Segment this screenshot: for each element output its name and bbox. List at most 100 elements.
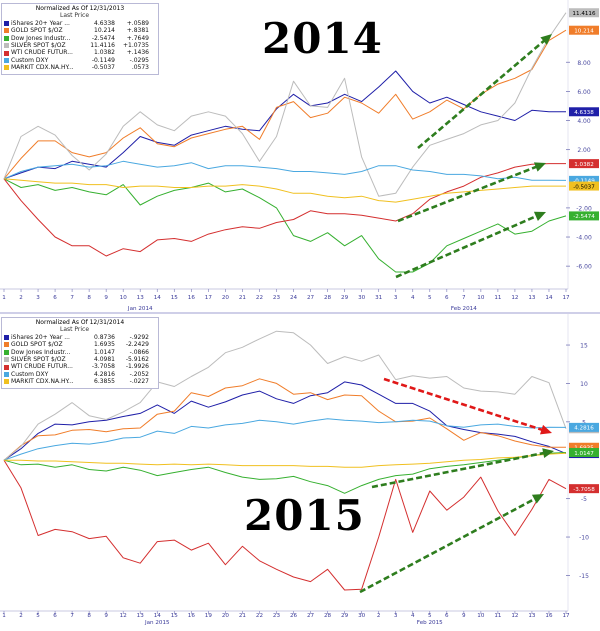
end-value-text: 1.0147 — [574, 451, 594, 457]
legend-last-price: 6.3855 — [94, 378, 115, 386]
legend-series-name: SILVER SPOT $/OZ — [11, 42, 66, 50]
x-tick-label: 20 — [222, 613, 230, 619]
end-value-box — [569, 181, 599, 191]
x-month-label: Jan 2015 — [144, 620, 170, 626]
x-tick-label: 14 — [154, 295, 162, 301]
x-tick-label: 27 — [307, 613, 315, 619]
trend-arrow-head — [533, 162, 546, 172]
legend-last-price: 4.6338 — [94, 19, 115, 27]
end-value-box — [569, 422, 599, 432]
legend-change: +.1436 — [126, 49, 149, 57]
x-tick-label: 5 — [36, 613, 40, 619]
series-line — [3, 12, 567, 197]
legend-series-name: WTI CRUDE FUTUR... — [11, 49, 73, 57]
series-line — [3, 418, 567, 461]
end-value-badge: 1.0147 — [569, 447, 599, 457]
x-tick-label: 21 — [239, 295, 247, 301]
x-tick-label: 7 — [70, 295, 74, 301]
green-trend-arrow — [359, 494, 544, 594]
legend-swatch — [4, 349, 9, 355]
end-value-text: 4.6338 — [574, 110, 594, 116]
legend-change: +.8381 — [126, 27, 149, 35]
legend-subtitle: Last Price — [60, 12, 90, 20]
x-tick-label: 29 — [341, 613, 349, 619]
x-tick-label: 8 — [87, 613, 91, 619]
x-tick-label: 13 — [137, 613, 145, 619]
x-tick-label: 13 — [528, 613, 536, 619]
x-tick-label: 10 — [477, 613, 485, 619]
trend-arrow-head — [531, 494, 544, 504]
series-line — [4, 452, 567, 468]
end-value-badge: -2.5474 — [569, 211, 599, 221]
legend-last-price: -2.5474 — [91, 34, 115, 42]
end-value-text: 10.214 — [574, 29, 594, 35]
x-month-label: Feb 2014 — [451, 306, 477, 312]
legend-series-name: Dow Jones Industr... — [11, 34, 71, 42]
series-line — [3, 452, 567, 494]
end-value-text: -2.5474 — [573, 214, 595, 220]
x-tick-label: 6 — [445, 295, 449, 301]
series-line — [3, 330, 567, 461]
legend-row: SILVER SPOT $/OZ 11.4116 +1.0735 — [4, 42, 156, 49]
x-tick-label: 6 — [53, 613, 57, 619]
legend-swatch — [4, 21, 9, 27]
legend-last-price: 0.8736 — [94, 333, 115, 341]
x-tick-label: 22 — [256, 613, 263, 619]
x-tick-label: 2 — [19, 295, 23, 301]
series-line — [3, 178, 567, 273]
legend-swatch — [4, 372, 9, 378]
y-tick-label: 2.00 — [577, 147, 591, 154]
legend-series-name: Dow Jones Industr... — [11, 348, 71, 356]
legend-change: .0573 — [131, 64, 149, 72]
series-line — [3, 178, 566, 203]
x-tick-label: 28 — [324, 295, 332, 301]
x-tick-label: 30 — [358, 613, 366, 619]
legend-row: SILVER SPOT $/OZ 4.0981 -5.9162 — [4, 356, 156, 363]
x-tick-label: 24 — [290, 295, 298, 301]
legend-series-name: iShares 20+ Year ... — [11, 19, 70, 27]
x-tick-label: 3 — [394, 613, 398, 619]
x-tick-label: 10 — [477, 295, 485, 301]
y-tick-label: 15 — [580, 343, 588, 350]
end-value-box — [569, 442, 599, 452]
legend-swatch — [4, 43, 9, 49]
series-line — [3, 378, 567, 461]
legend-last-price: 1.0382 — [94, 49, 115, 57]
x-tick-label: 28 — [324, 613, 332, 619]
legend-last-price: 1.6935 — [94, 341, 115, 349]
x-tick-label: 1 — [2, 295, 6, 301]
chart-panel-2015: 15105-5-10-150.87361.69351.01474.0981-3.… — [0, 314, 600, 627]
x-tick-label: 7 — [462, 295, 466, 301]
legend-row: WTI CRUDE FUTUR... 1.0382 +.1436 — [4, 49, 156, 56]
legend-series-name: iShares 20+ Year ... — [11, 333, 70, 341]
y-tick-label: -2.00 — [576, 205, 592, 212]
legend-swatch — [4, 28, 9, 34]
x-tick-label: 16 — [188, 613, 196, 619]
end-value-badge: 1.0382 — [569, 159, 599, 169]
end-value-badge: 10.214 — [569, 25, 599, 35]
y-tick-label: 10 — [580, 381, 588, 388]
y-axis-strip — [568, 314, 600, 611]
x-month-label: Feb 2015 — [417, 620, 443, 626]
end-value-box — [569, 484, 599, 494]
legend-change: +.7649 — [126, 34, 149, 42]
series-line — [3, 160, 567, 181]
trend-arrow-shaft — [397, 165, 539, 223]
trend-arrow-shaft — [417, 38, 546, 149]
legend-swatch — [4, 50, 9, 56]
legend-change: -2.2429 — [125, 341, 149, 349]
legend-row: Dow Jones Industr... -2.5474 +.7649 — [4, 35, 156, 42]
x-tick-label: 4 — [411, 613, 415, 619]
x-tick-label: 6 — [53, 295, 57, 301]
x-tick-label: 16 — [188, 295, 196, 301]
legend-change: -.2052 — [129, 370, 149, 378]
x-tick-label: 20 — [222, 295, 230, 301]
x-tick-label: 30 — [358, 295, 366, 301]
x-tick-label: 11 — [494, 295, 502, 301]
x-tick-label: 15 — [171, 613, 179, 619]
legend-change: -5.9162 — [125, 356, 149, 364]
legend-last-price: -0.1149 — [91, 56, 115, 64]
x-tick-label: 10 — [120, 295, 128, 301]
panel-divider — [0, 312, 600, 314]
end-value-box — [569, 107, 599, 117]
